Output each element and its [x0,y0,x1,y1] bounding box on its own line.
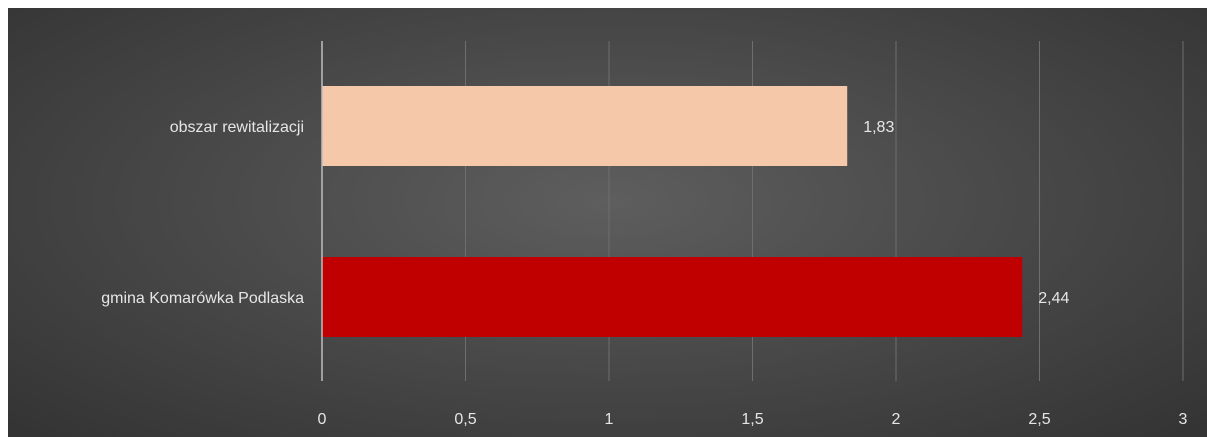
bar-chart: 0 0,5 1 1,5 2 2,5 3 obszar rewitalizacji 1,83 gmi… [101,41,1188,428]
category-label: obszar rewitalizacji [170,119,304,136]
labels: 0 0,5 1 1,5 2 2,5 3 obszar rewitalizacji 1,83 gmi… [101,119,1187,428]
chart-area: 0 0,5 1 1,5 2 2,5 3 obszar rewitalizacji 1,83 gmi… [8,8,1207,437]
x-tick-label: 0 [318,411,327,428]
category-label: gmina Komarówka Podlaska [101,290,304,307]
x-tick-label: 1 [605,411,614,428]
x-tick-label: 3 [1179,411,1188,428]
data-label: 1,83 [863,119,894,136]
x-tick-label: 1,5 [741,411,763,428]
x-tick-label: 2 [892,411,901,428]
bar [322,257,1023,337]
bar [322,86,848,166]
x-tick-label: 2,5 [1028,411,1050,428]
bars [322,86,1023,337]
x-tick-label: 0,5 [454,411,476,428]
data-label: 2,44 [1038,290,1069,307]
